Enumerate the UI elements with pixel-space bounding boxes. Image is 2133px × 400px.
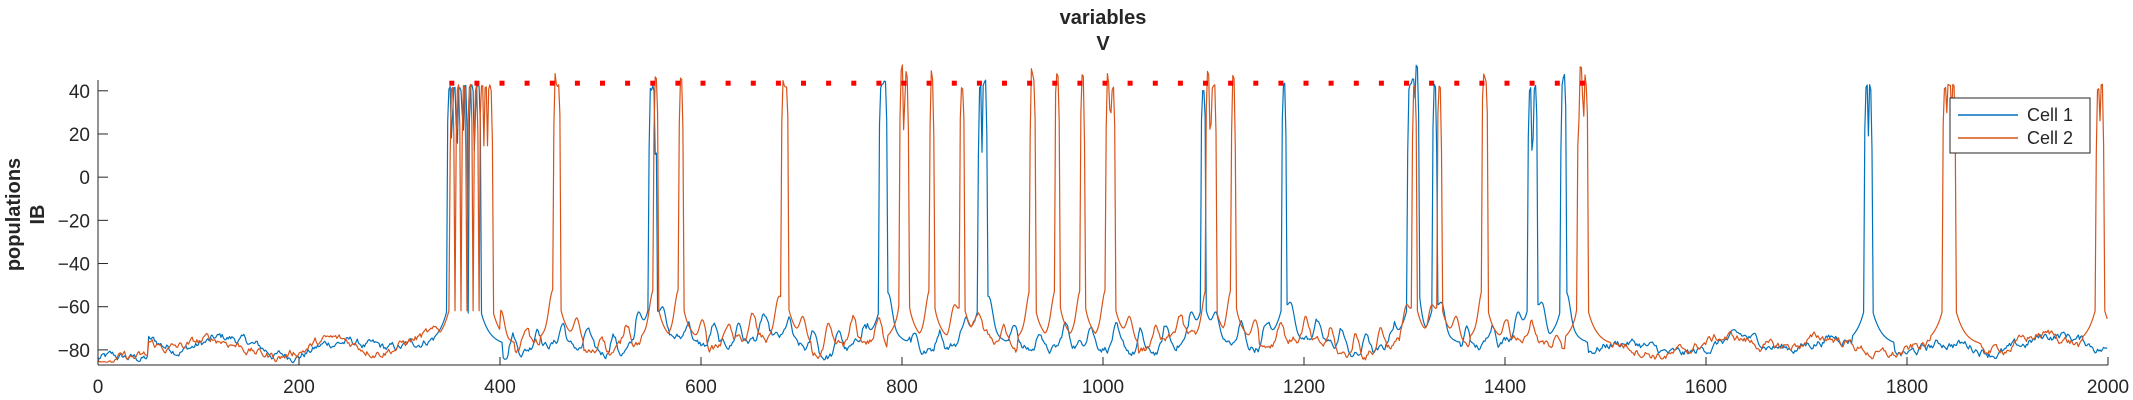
spike-marker: [1203, 80, 1208, 86]
spike-marker: [1378, 80, 1384, 86]
spike-marker: [1152, 80, 1158, 86]
spike-marker: [976, 80, 982, 86]
y-axis-label-line: populations: [3, 158, 25, 271]
spike-marker: [1479, 80, 1485, 86]
spike-marker: [650, 80, 656, 86]
spike-marker: [1454, 80, 1460, 86]
spike-marker: [901, 80, 907, 86]
y-tick-label: 0: [79, 168, 90, 189]
spike-marker: [600, 80, 605, 86]
spike-marker: [951, 80, 957, 86]
spike-marker: [574, 80, 580, 86]
spike-marker: [1228, 80, 1234, 86]
x-tick-label: 1800: [1886, 377, 1928, 398]
series-layer: [97, 64, 2108, 364]
y-tick-label: −40: [58, 255, 90, 276]
legend-label: Cell 2: [2027, 128, 2073, 148]
series-line-cell-2: [97, 64, 2108, 363]
spike-marker: [474, 80, 480, 86]
axes: 0 200 400 600 800 1000 1200 1400 1600 1800 2000−80…: [58, 80, 2129, 398]
y-tick-label: −20: [58, 211, 90, 232]
chart-title-line: V: [1096, 33, 1110, 55]
series-line-cell-1: [97, 64, 2108, 364]
spike-marker: [1052, 80, 1058, 86]
x-tick-label: 1000: [1082, 377, 1124, 398]
spike-marker: [1278, 80, 1284, 86]
legend-box: [1949, 97, 2091, 154]
spike-marker: [1102, 80, 1108, 86]
spike-marker: [1027, 80, 1033, 86]
spike-marker: [1529, 80, 1535, 86]
y-tick-label: 20: [69, 125, 90, 146]
spike-marker: [1127, 80, 1133, 86]
spike-marker: [1404, 80, 1409, 86]
x-tick-label: 400: [484, 377, 516, 398]
x-tick-label: 1400: [1484, 377, 1526, 398]
spike-marker: [801, 80, 806, 86]
plot-area: [97, 64, 2108, 364]
x-tick-label: 1600: [1685, 377, 1727, 398]
spike-marker: [499, 80, 505, 86]
spike-marker-layer: [449, 80, 1585, 86]
y-axis-label: populations IB: [3, 158, 49, 271]
chart-title-line: variables: [1060, 7, 1147, 29]
y-tick-label: −60: [58, 298, 90, 319]
spike-marker: [1328, 80, 1334, 86]
y-axis-label-line: IB: [27, 205, 49, 225]
legend: Cell 1 Cell 2: [1949, 97, 2091, 154]
spike-marker: [826, 80, 832, 86]
spike-marker: [725, 80, 731, 86]
spike-marker: [1077, 80, 1083, 86]
y-tick-label: −80: [58, 341, 90, 362]
spike-marker: [449, 80, 455, 86]
spike-marker: [876, 80, 882, 86]
x-tick-label: 600: [685, 377, 717, 398]
spike-marker: [926, 80, 932, 86]
spike-marker: [1002, 80, 1007, 86]
spike-marker: [549, 80, 555, 86]
chart-title: variables V: [1060, 7, 1147, 55]
spike-marker: [1554, 80, 1560, 86]
spike-marker: [1253, 80, 1259, 86]
x-tick-label: 2000: [2087, 377, 2129, 398]
spike-marker: [775, 80, 781, 86]
spike-marker: [851, 80, 857, 86]
y-tick-label: 40: [69, 82, 90, 103]
spike-marker: [1353, 80, 1359, 86]
x-tick-label: 800: [886, 377, 918, 398]
legend-label: Cell 1: [2027, 105, 2073, 125]
spike-marker: [1504, 80, 1510, 86]
spike-marker: [750, 80, 756, 86]
spike-marker: [625, 80, 631, 86]
spike-marker: [524, 80, 530, 86]
spike-marker: [700, 80, 706, 86]
spike-marker: [675, 80, 681, 86]
spike-marker: [1177, 80, 1183, 86]
spike-marker: [1303, 80, 1309, 86]
x-tick-label: 1200: [1283, 377, 1325, 398]
spike-marker: [1429, 80, 1435, 86]
x-tick-label: 0: [93, 377, 104, 398]
spike-marker: [1579, 80, 1585, 86]
x-tick-label: 200: [283, 377, 315, 398]
